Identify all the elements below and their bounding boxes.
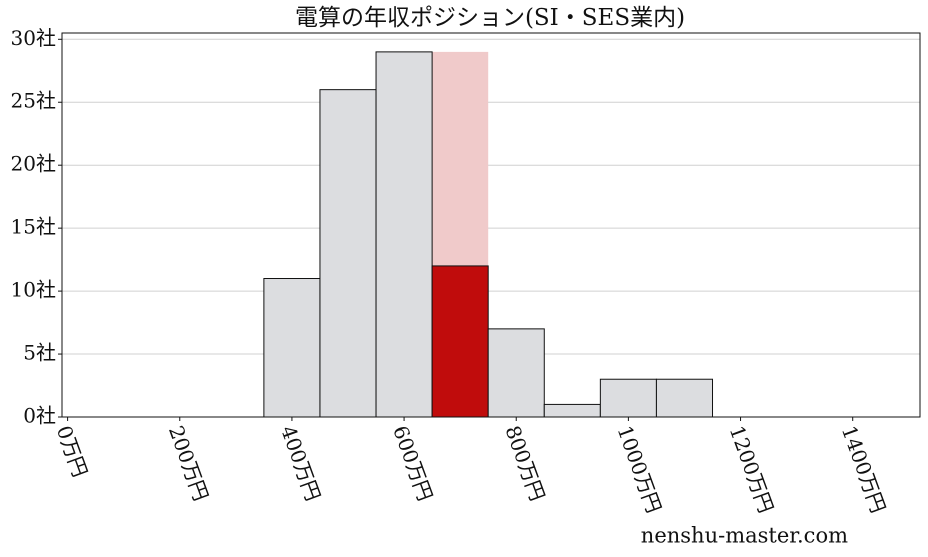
highlight-bar [431,265,489,418]
y-tick-label: 0社 [23,404,56,428]
x-tick-label: 600万円 [388,422,437,504]
y-tick-label: 20社 [11,152,56,176]
bar [375,51,433,418]
watermark: nenshu-master.com [641,524,848,548]
y-tick-label: 5社 [23,341,56,365]
y-tick-label: 30社 [11,26,56,50]
x-tick-label: 1000万円 [613,422,667,516]
bar [599,378,657,418]
x-tick-label: 400万円 [276,422,325,504]
y-tick-label: 15社 [11,215,56,239]
bar [263,278,321,418]
chart-title: 電算の年収ポジション(SI・SES業内) [295,5,685,31]
y-tick-label: 10社 [11,278,56,302]
plot-frame [61,32,921,418]
y-tick-label: 25社 [11,89,56,113]
bar [487,328,545,418]
bar [543,403,601,418]
x-tick-label: 200万円 [164,422,213,504]
x-tick-label: 1200万円 [725,422,779,516]
bar [655,378,714,418]
x-tick-label: 0万円 [52,422,93,480]
x-tick-label: 1400万円 [837,422,891,516]
x-tick-label: 800万円 [500,422,549,504]
bar [319,89,377,418]
